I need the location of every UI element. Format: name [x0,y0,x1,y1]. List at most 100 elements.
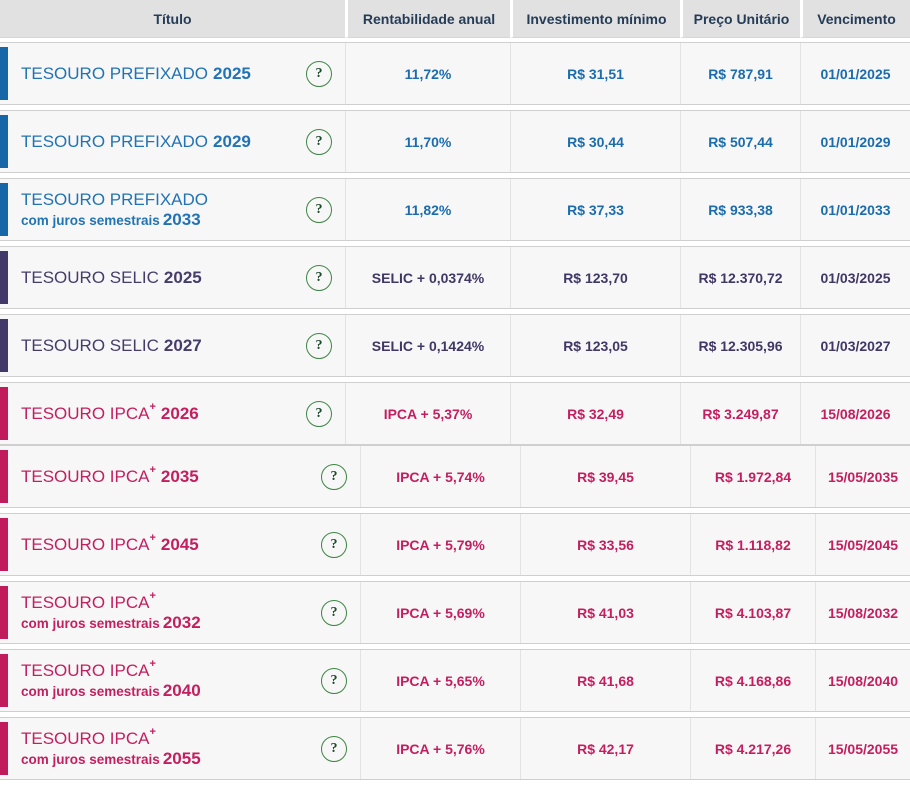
bond-name: TESOURO IPCA+ [21,726,156,749]
column-header-preco-unitario: Preço Unitário [680,0,800,38]
help-icon[interactable]: ? [321,599,347,626]
question-mark-glyph: ? [330,740,338,756]
bond-row[interactable]: TESOURO IPCA+ 2045 ? IPCA + 5,79% R$ 33,5… [0,513,910,576]
question-mark-glyph: ? [315,337,323,353]
help-icon[interactable]: ? [321,667,347,694]
column-header-vencimento: Vencimento [800,0,910,38]
bond-name: TESOURO SELIC 2025 [21,267,202,287]
bond-row[interactable]: TESOURO PREFIXADO com juros semestrais 20… [0,178,910,241]
bond-row[interactable]: TESOURO PREFIXADO 2025 ? 11,72% R$ 31,51 … [0,42,910,105]
vencimento-value: 01/01/2029 [800,111,910,172]
bond-name: TESOURO IPCA+ 2045 [21,531,199,554]
rentabilidade-anual-value: 11,82% [345,179,510,240]
question-mark-glyph: ? [315,201,323,217]
help-icon[interactable]: ? [306,400,332,427]
question-mark-glyph: ? [315,405,323,421]
investimento-minimo-value: R$ 39,45 [520,446,690,507]
bond-title: TESOURO PREFIXADO com juros semestrais 20… [21,190,306,228]
bond-row[interactable]: TESOURO SELIC 2025 ? SELIC + 0,0374% R$ 1… [0,246,910,309]
bond-accent-bar [0,450,8,503]
investimento-minimo-value: R$ 123,70 [510,247,680,308]
bond-name: TESOURO PREFIXADO 2029 [21,131,251,151]
bond-accent-bar [0,518,8,571]
bond-accent-bar [0,654,8,707]
rentabilidade-anual-value: IPCA + 5,79% [360,514,520,575]
bond-title-cell: TESOURO IPCA+ 2026 ? [0,383,345,444]
question-mark-glyph: ? [315,269,323,285]
preco-unitario-value: R$ 12.305,96 [680,315,800,376]
preco-unitario-value: R$ 3.249,87 [680,383,800,444]
investimento-minimo-value: R$ 33,56 [520,514,690,575]
investimento-minimo-value: R$ 41,68 [520,650,690,711]
rentabilidade-anual-value: 11,70% [345,111,510,172]
column-header-investimento-minimo: Investimento mínimo [510,0,680,38]
bond-subtitle: com juros semestrais 2033 [21,209,201,229]
bond-row[interactable]: TESOURO IPCA+ com juros semestrais 2040 ?… [0,649,910,712]
bond-title-cell: TESOURO IPCA+ 2035 ? [0,446,360,507]
investimento-minimo-value: R$ 30,44 [510,111,680,172]
help-icon[interactable]: ? [321,531,347,558]
preco-unitario-value: R$ 4.217,26 [690,718,815,779]
bond-title: TESOURO IPCA+ com juros semestrais 2032 [21,590,321,631]
investimento-minimo-value: R$ 32,49 [510,383,680,444]
bond-name: TESOURO IPCA+ [21,658,156,681]
preco-unitario-value: R$ 4.103,87 [690,582,815,643]
question-mark-glyph: ? [330,604,338,620]
bond-subtitle: com juros semestrais 2040 [21,680,201,700]
bond-row[interactable]: TESOURO IPCA+ com juros semestrais 2055 ?… [0,717,910,780]
bond-name: TESOURO PREFIXADO 2025 [21,63,251,83]
help-icon[interactable]: ? [306,128,332,155]
bond-title: TESOURO SELIC 2027 [21,336,306,355]
bond-title-cell: TESOURO PREFIXADO 2025 ? [0,43,345,104]
bond-row[interactable]: TESOURO IPCA+ 2026 ? IPCA + 5,37% R$ 32,4… [0,382,910,445]
help-icon[interactable]: ? [306,60,332,87]
bond-row[interactable]: TESOURO SELIC 2027 ? SELIC + 0,1424% R$ 1… [0,314,910,377]
bond-accent-bar [0,722,8,775]
bond-accent-bar [0,251,8,304]
rentabilidade-anual-value: SELIC + 0,1424% [345,315,510,376]
bond-title: TESOURO PREFIXADO 2025 [21,64,306,83]
bond-title-cell: TESOURO SELIC 2025 ? [0,247,345,308]
help-icon[interactable]: ? [306,264,332,291]
help-icon[interactable]: ? [321,735,347,762]
help-icon[interactable]: ? [306,196,332,223]
question-mark-glyph: ? [330,536,338,552]
investimento-minimo-value: R$ 37,33 [510,179,680,240]
preco-unitario-value: R$ 787,91 [680,43,800,104]
bond-title-cell: TESOURO IPCA+ com juros semestrais 2040 ? [0,650,360,711]
rentabilidade-anual-value: IPCA + 5,76% [360,718,520,779]
bond-title: TESOURO PREFIXADO 2029 [21,132,306,151]
vencimento-value: 01/03/2025 [800,247,910,308]
vencimento-value: 15/05/2045 [815,514,910,575]
help-icon[interactable]: ? [306,332,332,359]
question-mark-glyph: ? [330,468,338,484]
rentabilidade-anual-value: IPCA + 5,65% [360,650,520,711]
rentabilidade-anual-value: 11,72% [345,43,510,104]
bond-accent-bar [0,319,8,372]
bond-table-section-2: TESOURO IPCA+ 2035 ? IPCA + 5,74% R$ 39,4… [0,445,910,780]
investimento-minimo-value: R$ 123,05 [510,315,680,376]
preco-unitario-value: R$ 933,38 [680,179,800,240]
bond-row[interactable]: TESOURO PREFIXADO 2029 ? 11,70% R$ 30,44 … [0,110,910,173]
bond-row[interactable]: TESOURO IPCA+ com juros semestrais 2032 ?… [0,581,910,644]
bond-title: TESOURO IPCA+ 2045 [21,531,321,554]
bond-name: TESOURO IPCA+ 2035 [21,463,199,486]
column-header-rentabilidade-anual: Rentabilidade anual [345,0,510,38]
bond-title-cell: TESOURO IPCA+ com juros semestrais 2055 ? [0,718,360,779]
bond-row[interactable]: TESOURO IPCA+ 2035 ? IPCA + 5,74% R$ 39,4… [0,445,910,508]
bond-accent-bar [0,47,8,100]
bond-title-cell: TESOURO PREFIXADO 2029 ? [0,111,345,172]
investimento-minimo-value: R$ 31,51 [510,43,680,104]
question-mark-glyph: ? [315,133,323,149]
bond-title-cell: TESOURO PREFIXADO com juros semestrais 20… [0,179,345,240]
bond-title: TESOURO IPCA+ 2035 [21,463,321,486]
rentabilidade-anual-value: IPCA + 5,69% [360,582,520,643]
help-icon[interactable]: ? [321,463,347,490]
vencimento-value: 15/05/2055 [815,718,910,779]
rentabilidade-anual-value: IPCA + 5,37% [345,383,510,444]
preco-unitario-value: R$ 1.972,84 [690,446,815,507]
question-mark-glyph: ? [330,672,338,688]
vencimento-value: 15/08/2026 [800,383,910,444]
bond-title-cell: TESOURO IPCA+ 2045 ? [0,514,360,575]
